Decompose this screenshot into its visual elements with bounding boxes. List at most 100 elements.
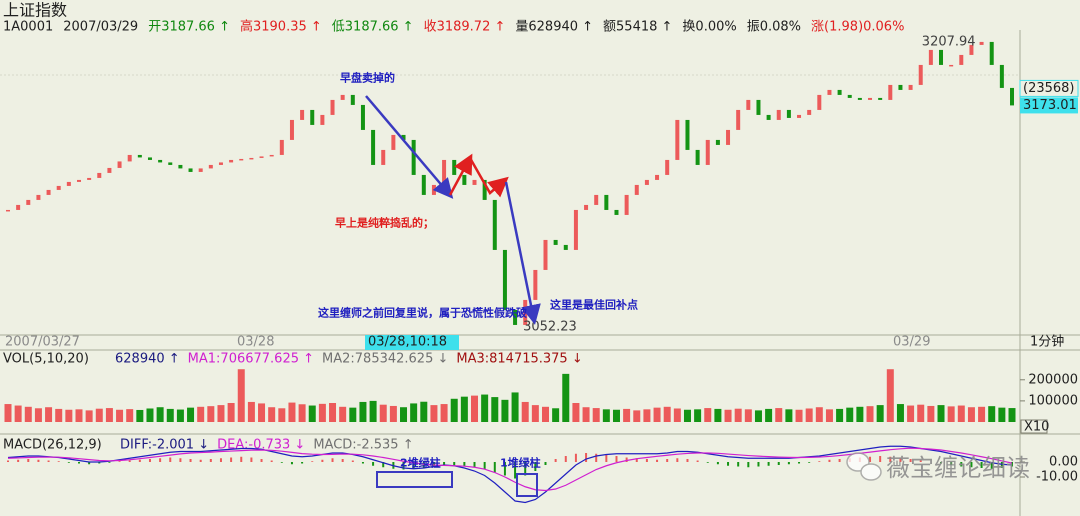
annotation: 1堆绿柱 — [500, 456, 541, 470]
volume-bar — [673, 408, 681, 422]
volume-bar — [288, 402, 296, 422]
volume-bar — [491, 397, 499, 422]
volume-bar — [754, 410, 762, 422]
legend-entry: MA3:814715.375 ↓ — [456, 352, 582, 367]
candle — [158, 159, 163, 163]
candle — [97, 172, 102, 178]
volume-bar — [247, 401, 255, 422]
volume-bar — [998, 407, 1006, 422]
volume-bar — [136, 409, 144, 422]
candle — [482, 179, 487, 200]
price-tag — [1020, 97, 1078, 114]
candle — [229, 159, 234, 163]
volume-bar — [4, 404, 12, 422]
volume-bar — [653, 407, 661, 422]
volume-bar — [683, 409, 691, 422]
volume-bar — [450, 398, 458, 422]
candle — [584, 204, 589, 210]
volume-bar — [481, 394, 489, 422]
volume-bar — [896, 404, 904, 422]
candle — [442, 159, 447, 185]
candle — [746, 99, 751, 110]
candle — [928, 49, 933, 65]
volume-bar — [917, 404, 925, 422]
candle — [705, 139, 710, 165]
candle — [239, 158, 244, 161]
volume-bar — [329, 403, 337, 422]
volume-bar — [146, 408, 154, 422]
volume-bar — [988, 406, 996, 422]
date-label: 03/29 — [893, 335, 930, 350]
index-title: 上证指数 — [3, 1, 67, 20]
macd-line — [7, 447, 1013, 492]
volume-bar — [318, 403, 326, 422]
volume-tag-label: (23568) — [1023, 81, 1075, 96]
quote-item: 收3189.72 ↑ — [424, 20, 506, 35]
candle — [776, 109, 781, 120]
annotation: 2堆绿柱 — [400, 456, 441, 470]
candle — [786, 109, 791, 118]
volume-bar — [14, 405, 22, 422]
y-tick-label: -10.00 — [1036, 470, 1078, 485]
candle — [847, 94, 852, 98]
candle — [218, 162, 223, 165]
candle — [472, 179, 477, 185]
volume-bar — [663, 406, 671, 422]
volume-bar — [815, 407, 823, 422]
candle — [360, 104, 365, 130]
volume-bar — [268, 407, 276, 422]
volume-bar — [927, 405, 935, 422]
date-label: 03/28 — [237, 335, 274, 350]
volume-bar — [55, 408, 63, 422]
candle — [655, 174, 660, 180]
candle — [87, 177, 92, 180]
candle — [715, 139, 720, 145]
candle — [330, 99, 335, 115]
volume-bar — [704, 408, 712, 422]
volume-bar — [744, 409, 752, 422]
price-tag-label: 3173.01 — [1023, 98, 1077, 113]
volume-bar — [907, 405, 915, 422]
price-panel: 3207.94 3052.23 (23568) 3173.01 — [6, 34, 1079, 334]
candle — [736, 109, 741, 130]
scale-note: X10 — [1024, 420, 1049, 435]
candle — [817, 94, 822, 110]
volume-bar — [846, 407, 854, 422]
volume-bar — [501, 399, 509, 422]
candle — [178, 164, 183, 169]
volume-bar — [34, 408, 42, 422]
macd-line — [7, 445, 1013, 504]
candle — [431, 184, 436, 195]
volume-bar — [105, 408, 113, 422]
candle — [665, 159, 670, 175]
volume-bar — [978, 406, 986, 422]
candle — [502, 249, 507, 310]
panel-title: MACD(26,12,9) — [3, 438, 102, 453]
candle — [289, 119, 294, 140]
annotation: 早上是纯粹捣乱的； — [335, 216, 434, 230]
volume-bar — [460, 396, 468, 422]
candle — [797, 114, 802, 118]
volume-bar — [866, 406, 874, 422]
volume-bar — [126, 409, 134, 422]
volume-bar — [967, 407, 975, 422]
candle — [999, 64, 1004, 88]
volume-bar — [937, 405, 945, 422]
volume-bar — [633, 410, 641, 422]
volume-bar — [856, 406, 864, 422]
y-tick-label: 100000 — [1028, 393, 1078, 408]
volume-bar — [379, 404, 387, 422]
volume-bar — [116, 409, 124, 422]
candle — [279, 139, 284, 155]
volume-bar — [410, 403, 418, 422]
candle — [137, 154, 142, 158]
candle — [675, 119, 680, 160]
candle — [634, 184, 639, 195]
candle — [168, 162, 173, 165]
volume-bar — [166, 408, 174, 422]
volume-bar — [886, 369, 894, 422]
candle — [979, 41, 984, 45]
date-label: 2007/03/27 — [5, 335, 80, 350]
quote-item: 量628940 ↑ — [515, 20, 593, 35]
volume-bar — [734, 408, 742, 422]
